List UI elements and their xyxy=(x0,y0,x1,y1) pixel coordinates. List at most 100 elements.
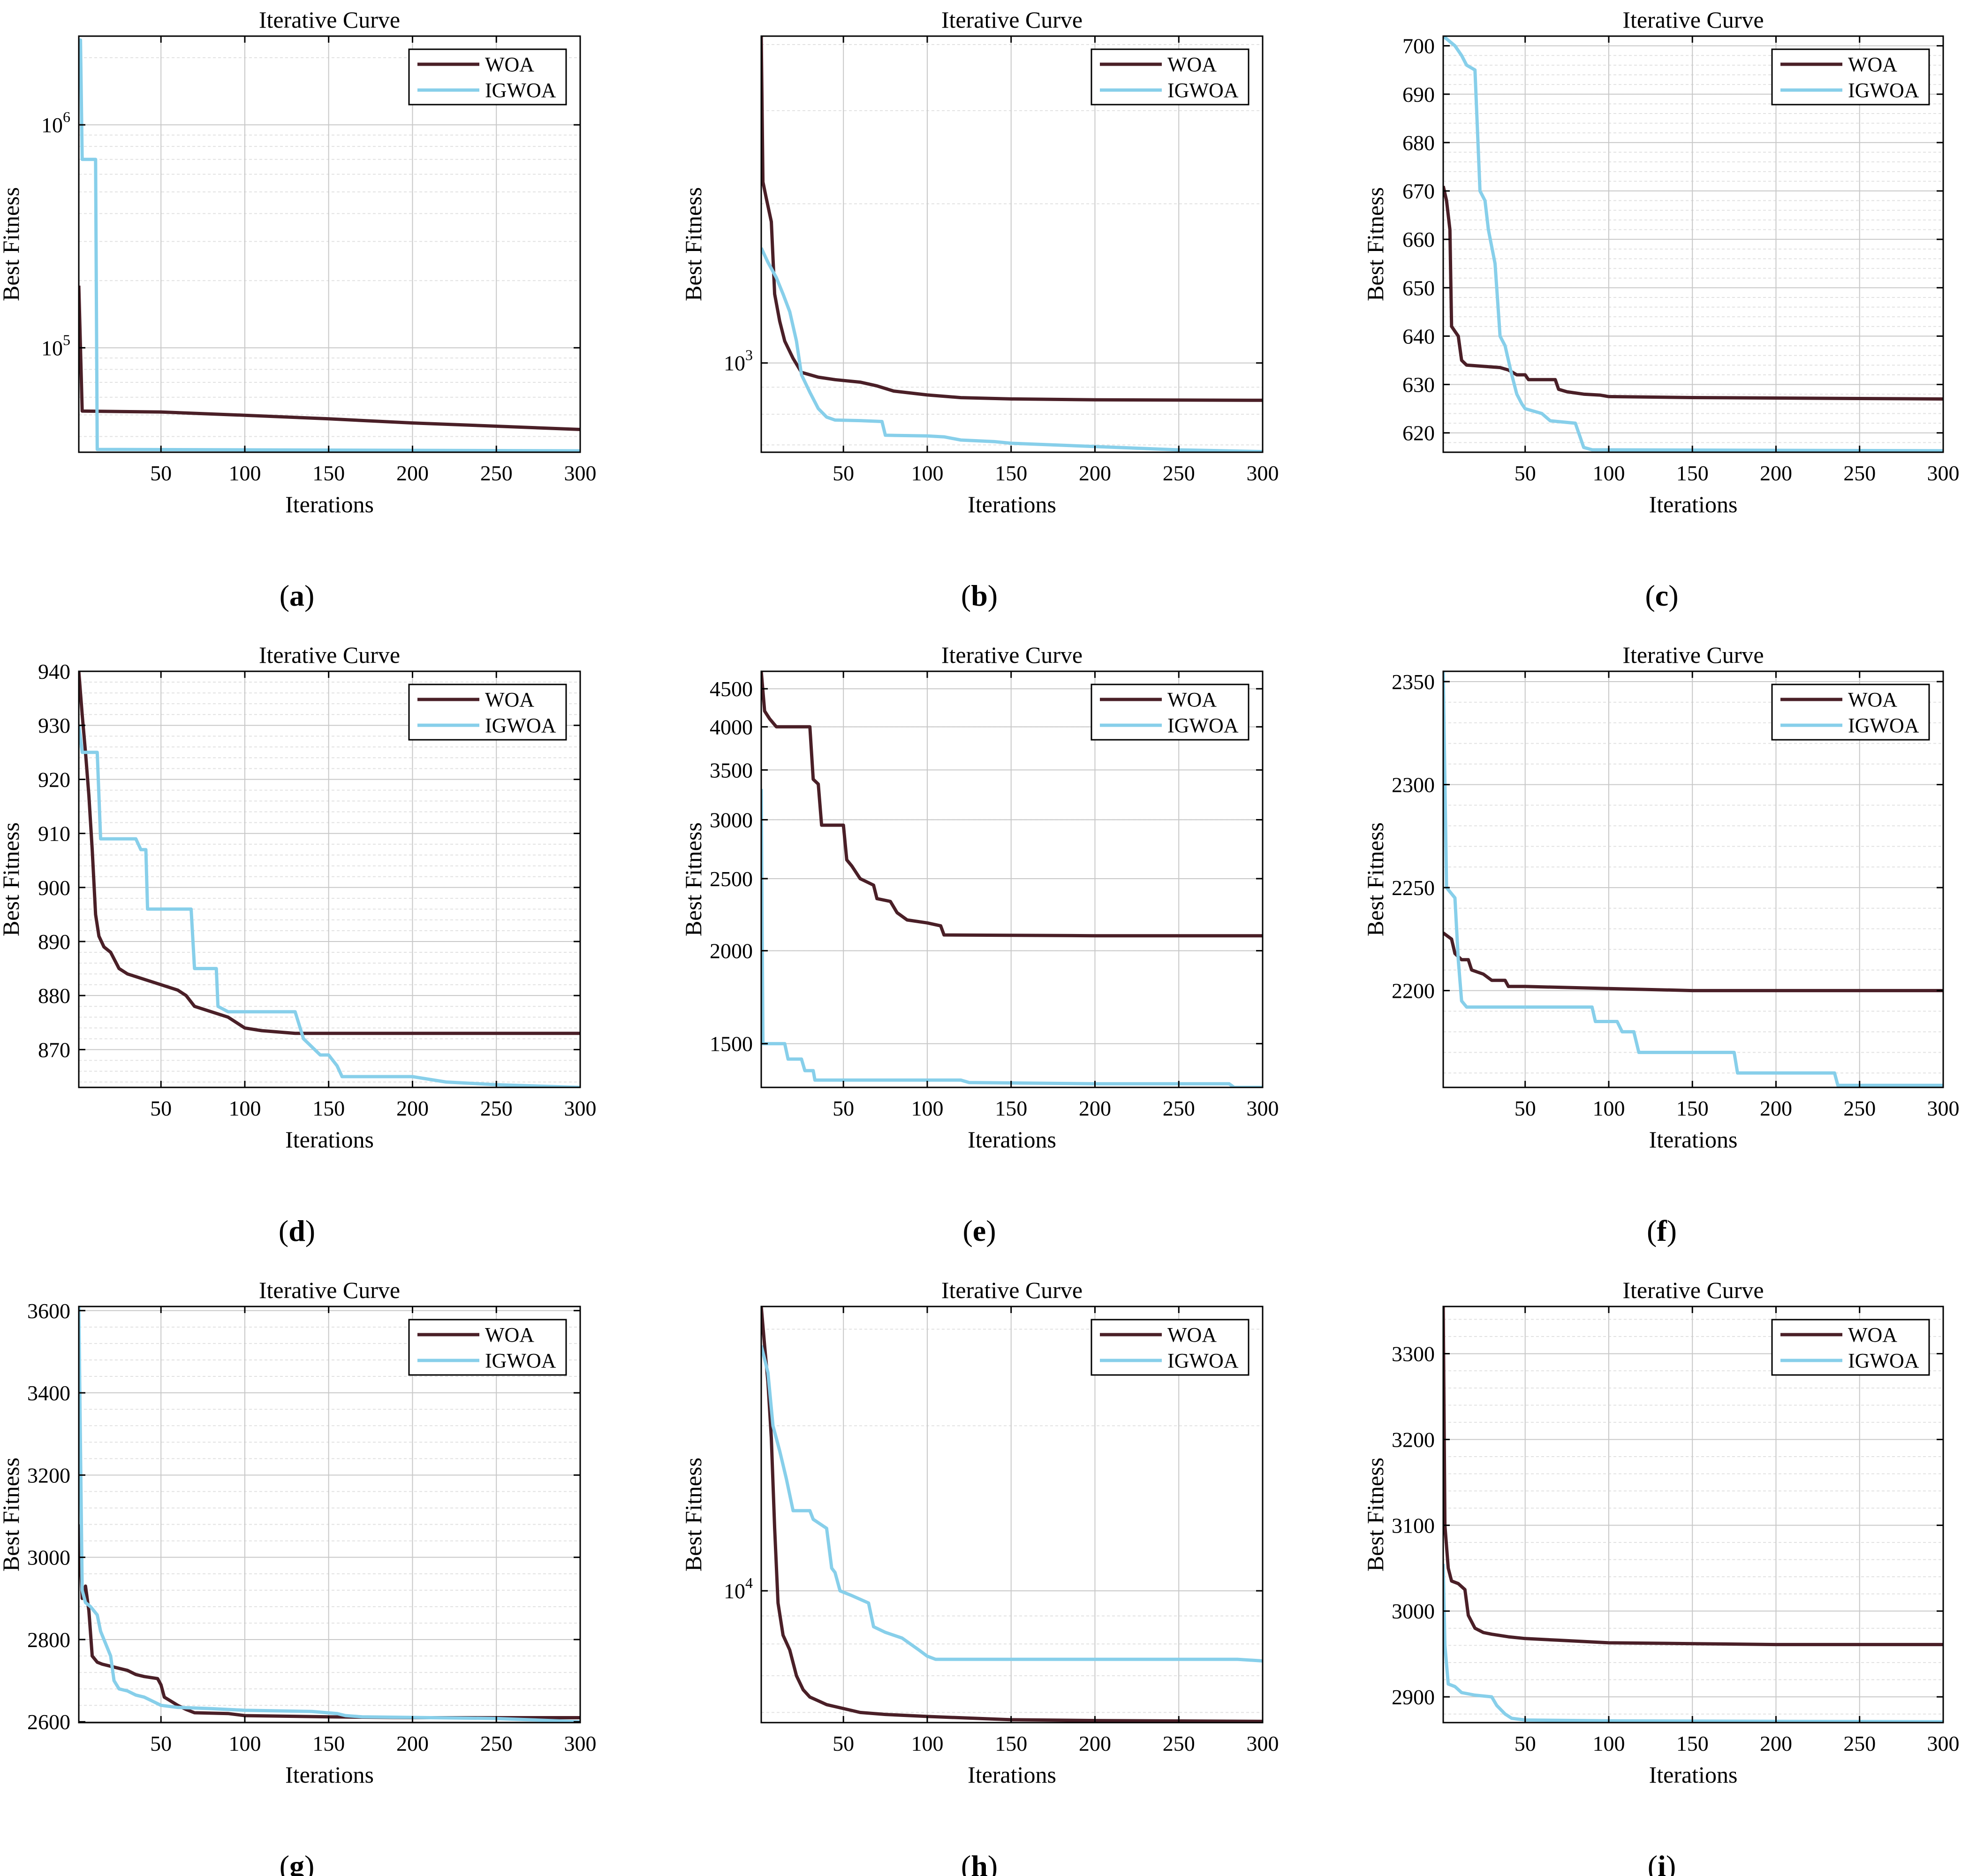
axes-box xyxy=(78,670,581,1088)
x-axis-label: Iterations xyxy=(1649,1762,1738,1788)
series-line-woa xyxy=(79,1524,580,1719)
x-axis-label: Iterations xyxy=(285,1126,374,1153)
axes-box xyxy=(1442,670,1944,1088)
y-tick-label: 2800 xyxy=(27,1628,70,1652)
major-grid xyxy=(1443,36,1943,452)
y-tick-label: 104 xyxy=(724,1574,753,1603)
legend-label: WOA xyxy=(1848,1323,1897,1346)
y-axis-label: Best Fitness xyxy=(1362,187,1388,301)
chart-title: Iterative Curve xyxy=(941,7,1083,33)
legend: WOA IGWOA xyxy=(408,1319,567,1376)
x-tick-label: 150 xyxy=(1676,1732,1709,1755)
y-tick-label: 103 xyxy=(724,347,753,375)
y-axis-label: Best Fitness xyxy=(0,187,24,301)
x-tick-label: 150 xyxy=(995,1096,1027,1120)
legend-label: IGWOA xyxy=(1848,79,1919,102)
legend-label: WOA xyxy=(485,53,534,76)
x-tick-label: 250 xyxy=(1843,461,1876,485)
series-line-igwoa xyxy=(761,247,1263,452)
panel-label: (a) xyxy=(280,579,315,612)
x-tick-label: 100 xyxy=(228,1096,261,1120)
panel-label: (i) xyxy=(1648,1849,1676,1876)
panel-label: (c) xyxy=(1645,579,1678,612)
x-tick-label: 50 xyxy=(1515,1096,1536,1120)
legend-box xyxy=(1091,48,1250,106)
legend-box xyxy=(408,1319,567,1376)
y-tick-label: 660 xyxy=(1402,228,1435,251)
legend-box xyxy=(1771,1319,1930,1376)
x-tick-label: 50 xyxy=(1515,461,1536,485)
x-axis-label: Iterations xyxy=(968,1762,1056,1788)
series-line-woa xyxy=(761,1306,1263,1723)
x-axis-label: Iterations xyxy=(285,491,374,517)
axes-box xyxy=(760,670,1264,1088)
axes-box xyxy=(1442,35,1944,453)
minor-grid xyxy=(1443,1319,1943,1715)
x-tick-label: 150 xyxy=(1676,1096,1709,1120)
x-tick-label: 300 xyxy=(1247,461,1279,485)
major-grid xyxy=(79,671,580,1087)
x-tick-label: 100 xyxy=(1592,1732,1625,1755)
x-tick-label: 200 xyxy=(1079,1732,1111,1755)
ticks: 50 100 150 200 250 300 2200 2250 2300 2350 xyxy=(1392,670,1960,1120)
y-tick-label: 3600 xyxy=(27,1299,70,1323)
x-tick-label: 300 xyxy=(1927,461,1960,485)
y-tick-label: 640 xyxy=(1402,324,1435,348)
panel-label: (f) xyxy=(1647,1214,1677,1247)
x-tick-label: 300 xyxy=(564,1096,597,1120)
x-tick-label: 50 xyxy=(833,1096,854,1120)
major-grid xyxy=(761,671,1263,1087)
x-tick-label: 100 xyxy=(911,1096,943,1120)
y-tick-label: 700 xyxy=(1402,34,1435,58)
y-tick-label: 880 xyxy=(38,984,70,1008)
chart-title: Iterative Curve xyxy=(1622,642,1764,668)
x-axis-label: Iterations xyxy=(968,491,1056,517)
chart-title: Iterative Curve xyxy=(941,642,1083,668)
x-tick-label: 200 xyxy=(1760,1096,1792,1120)
legend: WOA IGWOA xyxy=(1771,684,1930,741)
x-tick-label: 50 xyxy=(833,1732,854,1755)
y-tick-label: 910 xyxy=(38,822,70,846)
y-tick-label: 940 xyxy=(38,660,70,684)
y-tick-label: 2000 xyxy=(710,939,753,963)
chart-title: Iterative Curve xyxy=(1622,7,1764,33)
legend: WOA IGWOA xyxy=(408,48,567,106)
x-tick-label: 300 xyxy=(1927,1096,1960,1120)
legend-label: WOA xyxy=(1848,53,1897,76)
chart-title: Iterative Curve xyxy=(259,1277,400,1303)
legend-label: WOA xyxy=(1167,1323,1217,1346)
y-tick-label: 930 xyxy=(38,714,70,737)
x-axis-label: Iterations xyxy=(285,1762,374,1788)
x-tick-label: 200 xyxy=(1079,1096,1111,1120)
ticks: 50 100 150 200 250 300 105 106 xyxy=(41,36,597,485)
chart-panel-b: 50 100 150 200 250 300 103 Iterative Curve Itera… xyxy=(680,7,1279,612)
panel-label: (d) xyxy=(279,1214,315,1247)
ticks: 50 100 150 200 250 300 104 xyxy=(724,1306,1279,1755)
x-tick-label: 300 xyxy=(1247,1096,1279,1120)
y-tick-label: 620 xyxy=(1402,421,1435,445)
panel-label: (e) xyxy=(962,1214,996,1247)
y-tick-label: 680 xyxy=(1402,131,1435,155)
x-tick-label: 100 xyxy=(1592,1096,1625,1120)
legend-box xyxy=(408,48,567,106)
x-tick-label: 50 xyxy=(150,461,172,485)
y-tick-label: 670 xyxy=(1402,179,1435,203)
x-tick-label: 200 xyxy=(396,1732,429,1755)
x-tick-label: 50 xyxy=(150,1096,172,1120)
legend-box xyxy=(408,684,567,741)
legend-label: IGWOA xyxy=(485,79,556,102)
legend: WOA IGWOA xyxy=(1091,48,1250,106)
axes-box xyxy=(78,35,581,453)
legend: WOA IGWOA xyxy=(1091,684,1250,741)
axes-box xyxy=(760,35,1264,453)
legend-label: WOA xyxy=(1848,688,1897,711)
axes-box xyxy=(78,1306,581,1724)
series-line-woa xyxy=(79,285,580,431)
y-axis-label: Best Fitness xyxy=(680,822,706,936)
y-axis-label: Best Fitness xyxy=(1362,1458,1388,1572)
y-tick-label: 3200 xyxy=(27,1463,70,1487)
x-tick-label: 250 xyxy=(1163,461,1195,485)
chart-panel-d: 50 100 150 200 250 300 870 880 890 900 910 920 930 94… xyxy=(0,642,597,1247)
y-tick-label: 3500 xyxy=(710,758,753,782)
